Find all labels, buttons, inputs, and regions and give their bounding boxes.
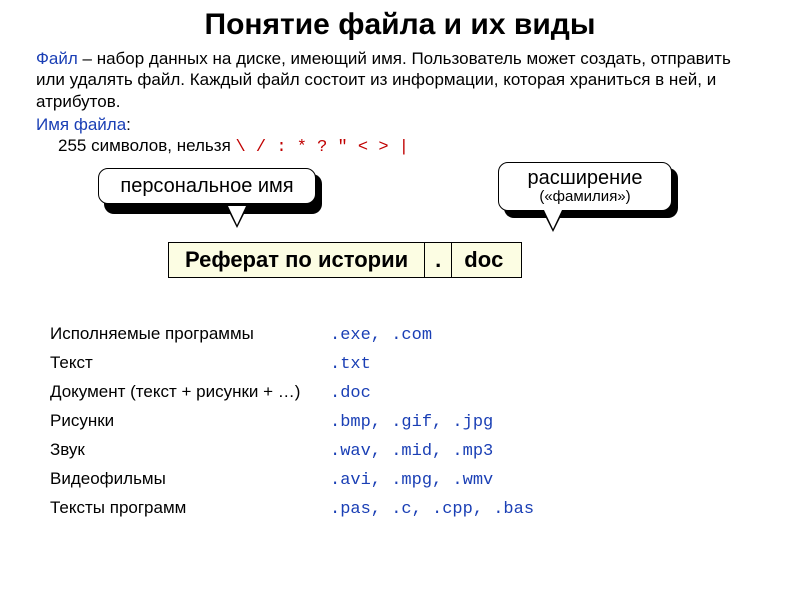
extension-row: Рисунки.bmp, .gif, .jpg bbox=[50, 407, 534, 436]
extension-label: Текст bbox=[50, 349, 330, 378]
definition-paragraph: Файл – набор данных на диске, имеющий им… bbox=[36, 48, 764, 112]
callout-personal-text: персональное имя bbox=[117, 175, 297, 197]
extension-label: Рисунки bbox=[50, 407, 330, 436]
extension-value: .doc bbox=[330, 378, 534, 407]
extension-label: Исполняемые программы bbox=[50, 320, 330, 349]
callouts-area: персональное имя расширение («фамилия») … bbox=[30, 164, 770, 314]
extensions-tbody: Исполняемые программы.exe, .comТекст.txt… bbox=[50, 320, 534, 523]
extension-value: .avi, .mpg, .wmv bbox=[330, 465, 534, 494]
extension-label: Тексты программ bbox=[50, 494, 330, 523]
extension-value: .pas, .c, .cpp, .bas bbox=[330, 494, 534, 523]
filename-rule-text: 255 символов, нельзя bbox=[58, 136, 236, 155]
filename-name-cell: Реферат по истории bbox=[169, 243, 425, 278]
callout-tail-fill bbox=[228, 206, 246, 225]
extension-value: .txt bbox=[330, 349, 534, 378]
forbidden-chars: \ / : * ? " < > | bbox=[236, 138, 409, 157]
extension-row: Звук.wav, .mid, .mp3 bbox=[50, 436, 534, 465]
slide: Понятие файла и их виды Файл – набор дан… bbox=[0, 0, 800, 523]
extension-label: Видеофильмы bbox=[50, 465, 330, 494]
extension-value: .exe, .com bbox=[330, 320, 534, 349]
extension-row: Документ (текст + рисунки + …).doc bbox=[50, 378, 534, 407]
extensions-table: Исполняемые программы.exe, .comТекст.txt… bbox=[50, 320, 534, 523]
filename-rule: Имя файла: 255 символов, нельзя \ / : * … bbox=[36, 114, 764, 159]
definition-term: Файл bbox=[36, 49, 78, 68]
callout-tail-fill bbox=[544, 210, 562, 229]
filename-rule-label: Имя файла bbox=[36, 115, 126, 134]
callout-extension-main: расширение bbox=[509, 167, 661, 189]
callout-extension-sub: («фамилия») bbox=[509, 189, 661, 206]
callout-extension: расширение («фамилия») bbox=[498, 162, 672, 211]
extension-label: Документ (текст + рисунки + …) bbox=[50, 378, 330, 407]
extension-row: Текст.txt bbox=[50, 349, 534, 378]
extension-row: Исполняемые программы.exe, .com bbox=[50, 320, 534, 349]
callout-personal-name: персональное имя bbox=[98, 168, 316, 204]
slide-title: Понятие файла и их виды bbox=[30, 8, 770, 42]
filename-ext-cell: doc bbox=[452, 243, 522, 278]
extension-row: Видеофильмы.avi, .mpg, .wmv bbox=[50, 465, 534, 494]
extension-value: .bmp, .gif, .jpg bbox=[330, 407, 534, 436]
definition-text: – набор данных на диске, имеющий имя. По… bbox=[36, 49, 731, 111]
filename-dot-cell: . bbox=[425, 243, 452, 278]
filename-example-table: Реферат по истории . doc bbox=[168, 242, 522, 278]
extension-row: Тексты программ.pas, .c, .cpp, .bas bbox=[50, 494, 534, 523]
extension-label: Звук bbox=[50, 436, 330, 465]
extension-value: .wav, .mid, .mp3 bbox=[330, 436, 534, 465]
